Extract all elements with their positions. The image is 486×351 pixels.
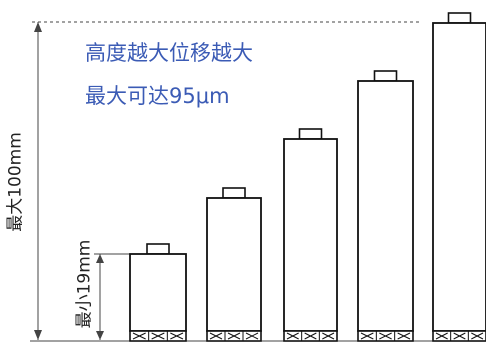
actuator-4-body xyxy=(357,80,414,332)
actuator-3-base xyxy=(283,330,338,342)
actuator-2-base xyxy=(206,330,262,342)
actuator-1-body xyxy=(129,253,187,332)
actuator-5-body xyxy=(432,22,486,332)
actuator-5 xyxy=(432,12,486,342)
actuator-2 xyxy=(206,187,262,342)
actuator-1-base xyxy=(129,330,187,342)
actuator-2-cap xyxy=(222,187,246,199)
min-dimension xyxy=(94,253,130,340)
actuator-3 xyxy=(283,128,338,342)
actuator-group xyxy=(129,12,486,342)
actuator-5-base xyxy=(432,330,486,342)
actuator-5-cap xyxy=(447,12,472,24)
caption-line-2: 最大可达95μm xyxy=(85,84,230,108)
actuator-4 xyxy=(357,70,414,342)
min-height-label: 最小19mm xyxy=(74,239,95,329)
max-arrow-up xyxy=(34,22,42,32)
caption-line-1: 高度越大位移越大 xyxy=(85,41,253,65)
min-arrow-down xyxy=(96,331,104,340)
actuator-2-body xyxy=(206,197,262,332)
max-arrow-down xyxy=(34,330,42,340)
max-dimension xyxy=(32,21,420,340)
max-height-label: 最大100mm xyxy=(5,132,26,232)
actuator-3-cap xyxy=(298,128,323,140)
min-arrow-up xyxy=(96,254,104,263)
actuator-3-body xyxy=(283,138,338,332)
actuator-4-base xyxy=(357,330,414,342)
actuator-1-cap xyxy=(146,243,170,255)
actuator-4-cap xyxy=(373,70,398,82)
actuator-1 xyxy=(129,243,187,342)
